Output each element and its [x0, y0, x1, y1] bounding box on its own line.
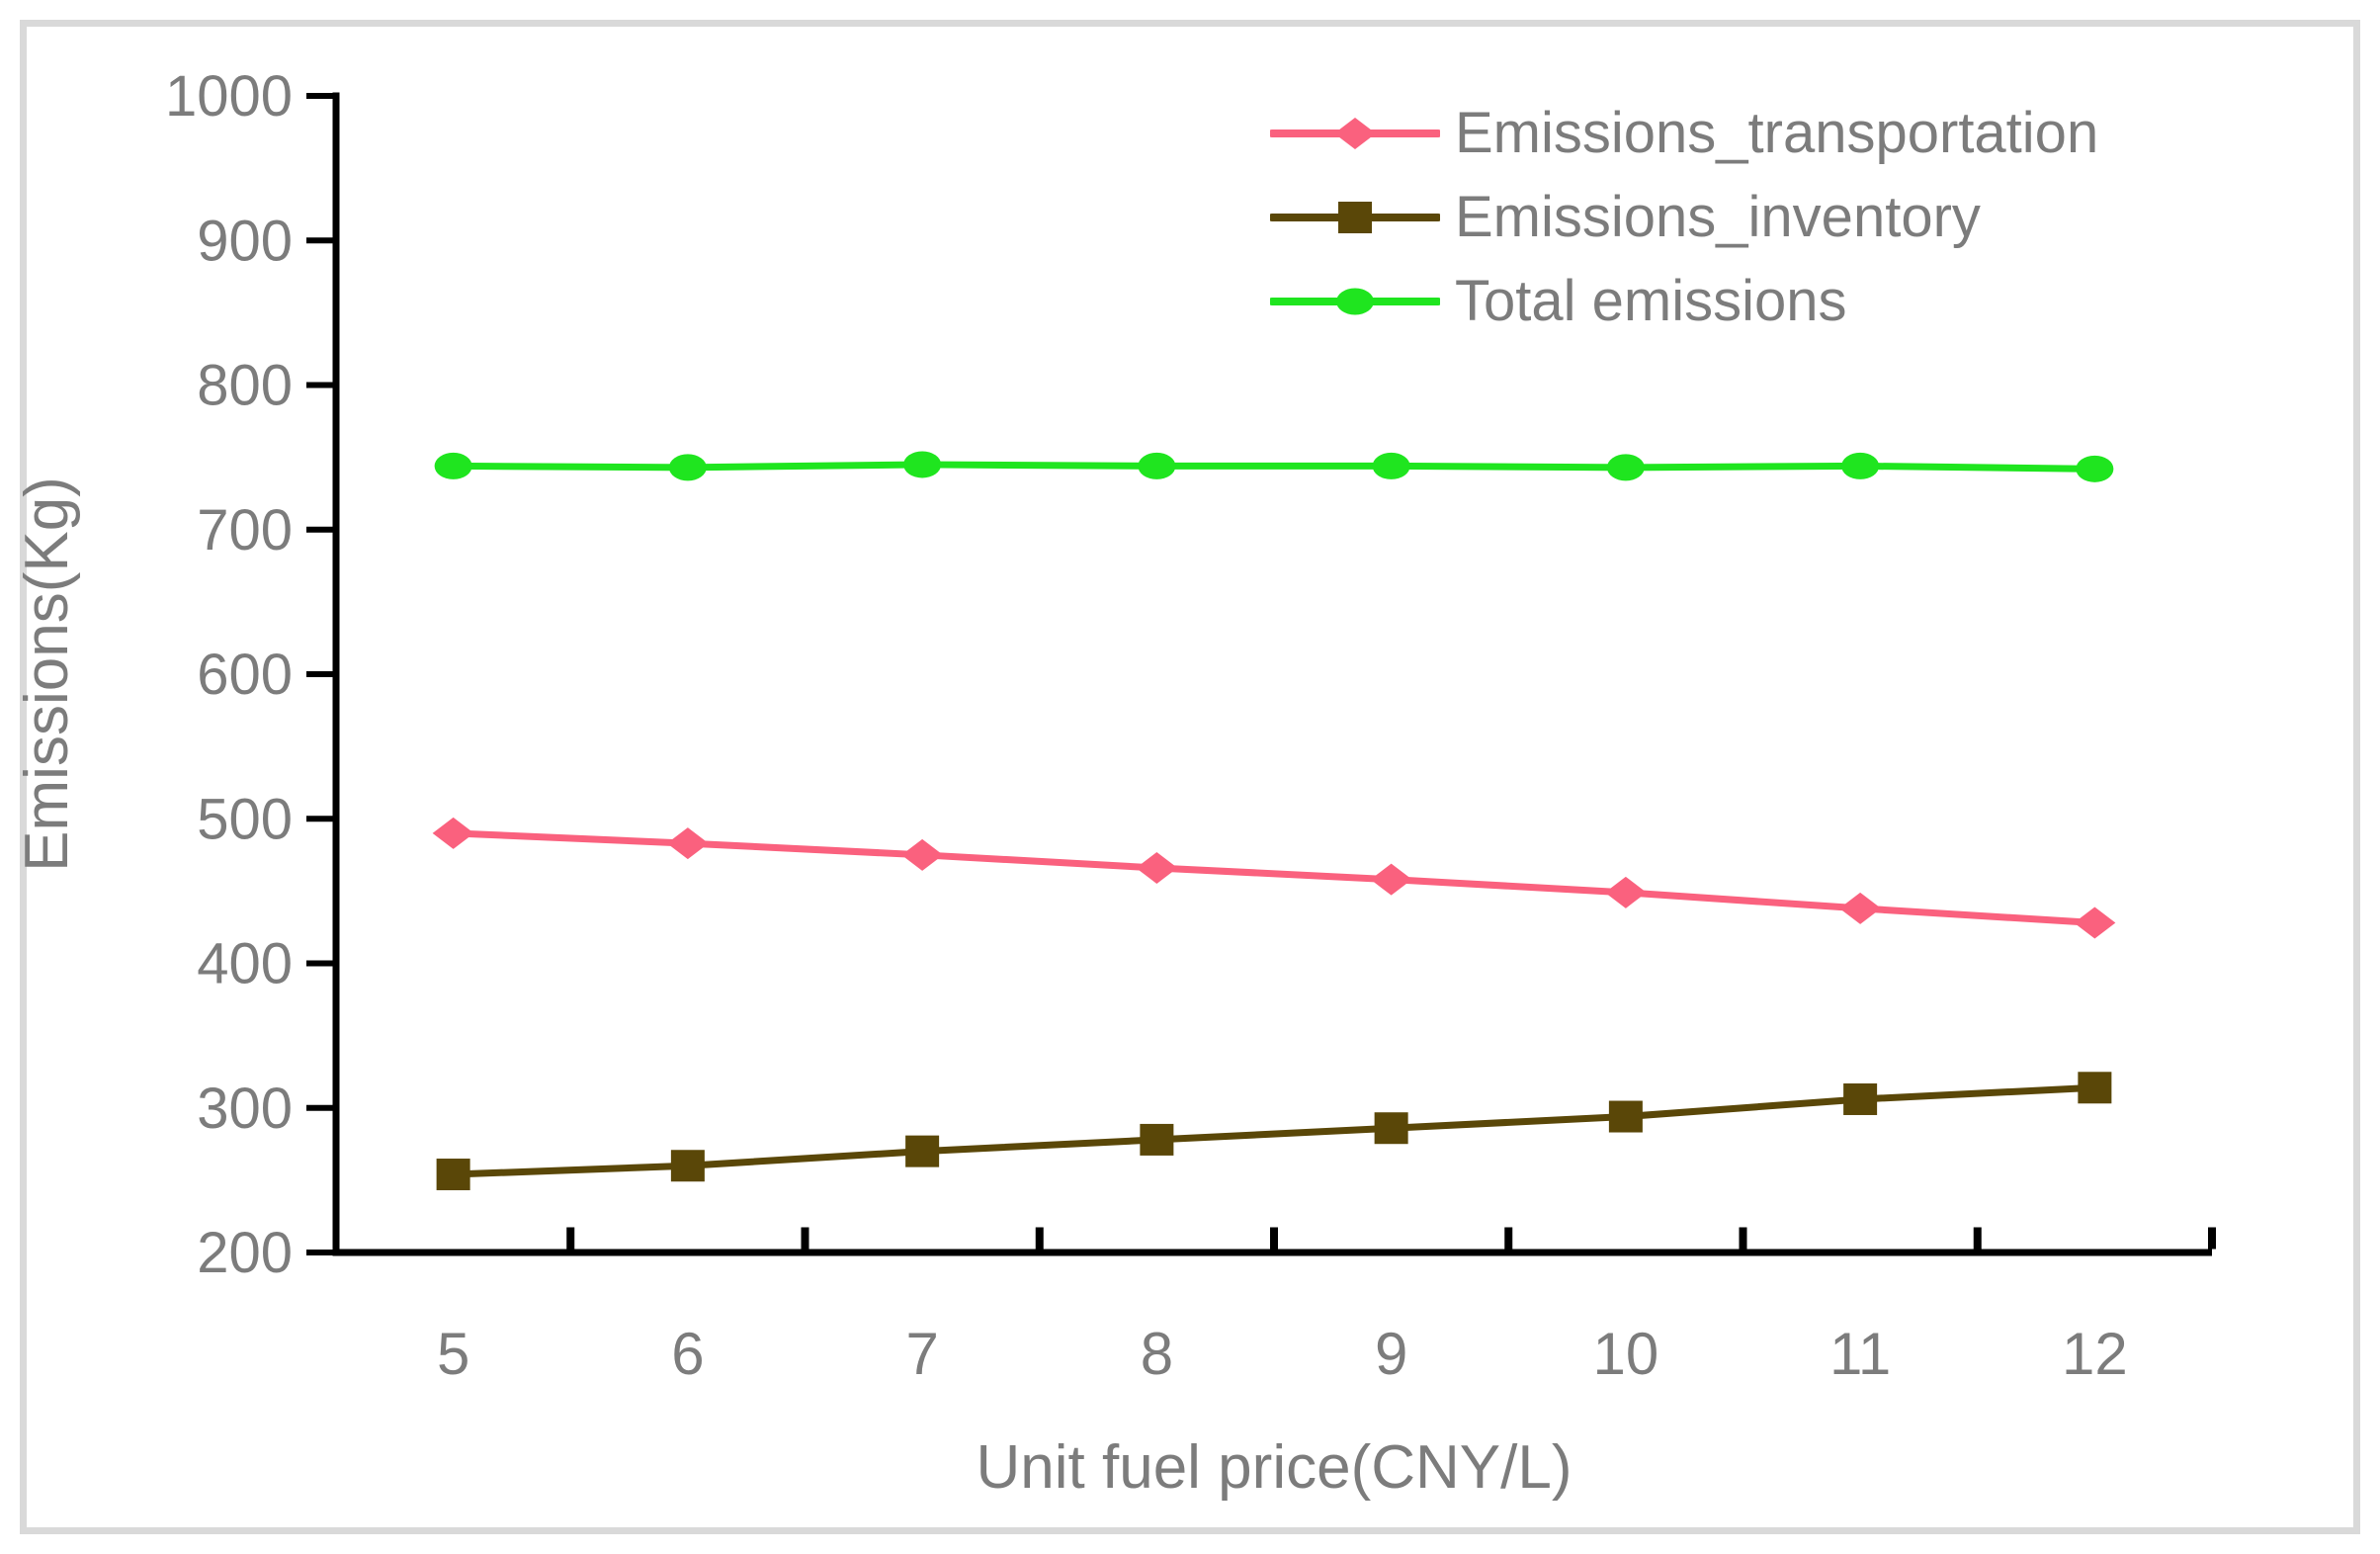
series-Emissions_inventory [436, 1072, 2112, 1191]
y-tick-label: 900 [197, 209, 293, 273]
y-tick-label: 700 [197, 498, 293, 562]
circle-marker-icon [1372, 452, 1410, 479]
square-marker-icon [1843, 1082, 1878, 1115]
series-line [450, 829, 2098, 927]
legend-label-total: Total emissions [1455, 269, 1847, 333]
legend-sample-svg [1268, 288, 1442, 314]
circle-marker-icon [2076, 455, 2114, 482]
legend-item-total: Total emissions [1268, 259, 2098, 343]
y-axis-title: Emissions(Kg) [13, 476, 81, 872]
y-tick-label: 300 [197, 1077, 293, 1141]
legend-label-inventory: Emissions_inventory [1455, 185, 1981, 249]
diamond-marker-icon [666, 827, 709, 860]
y-tick-label: 400 [197, 932, 293, 996]
y-tick-label: 1000 [165, 64, 293, 129]
square-marker-icon [1338, 201, 1372, 233]
series-Emissions_transportation [432, 817, 2116, 939]
square-marker-icon [436, 1159, 470, 1191]
legend-label-transportation: Emissions_transportation [1455, 101, 2099, 165]
circle-marker-icon [1841, 452, 1880, 479]
y-tick-label: 600 [197, 643, 293, 707]
legend-line-circle-icon [1268, 272, 1442, 331]
diamond-marker-icon [2074, 906, 2116, 939]
square-marker-icon [2078, 1072, 2112, 1104]
circle-marker-icon [1336, 288, 1374, 314]
series-Total emissions [434, 451, 2114, 482]
y-tick-label: 500 [197, 787, 293, 851]
diamond-marker-icon [1334, 117, 1376, 149]
x-tick-label: 8 [1141, 1321, 1173, 1387]
x-tick-label: 6 [671, 1321, 704, 1387]
diamond-marker-icon [1136, 851, 1178, 884]
x-tick-label: 10 [1593, 1321, 1659, 1387]
circle-marker-icon [1606, 454, 1645, 481]
y-tick-label: 800 [197, 354, 293, 418]
square-marker-icon [1374, 1112, 1408, 1145]
square-marker-icon [670, 1150, 705, 1182]
legend: Emissions_transportation Emissions_inven… [1268, 91, 2099, 343]
diamond-marker-icon [1370, 863, 1412, 896]
legend-line-diamond-icon [1268, 104, 1442, 163]
x-tick-label: 12 [2062, 1321, 2128, 1387]
legend-line-square-icon [1268, 188, 1442, 247]
square-marker-icon [905, 1135, 940, 1167]
diamond-marker-icon [432, 817, 474, 849]
legend-sample-svg [1268, 117, 1442, 149]
y-tick-label: 200 [197, 1221, 293, 1285]
diamond-marker-icon [1604, 876, 1647, 908]
circle-marker-icon [668, 454, 707, 481]
x-tick-label: 11 [1829, 1321, 1891, 1387]
legend-item-inventory: Emissions_inventory [1268, 175, 2098, 259]
legend-item-transportation: Emissions_transportation [1268, 91, 2099, 175]
diamond-marker-icon [1839, 892, 1882, 924]
x-tick-label: 9 [1375, 1321, 1407, 1387]
circle-marker-icon [1138, 452, 1176, 479]
legend-sample-svg [1268, 201, 1442, 233]
circle-marker-icon [434, 452, 472, 479]
square-marker-icon [1608, 1100, 1643, 1133]
x-axis-ticks: 5 6 7 8 9 10 11 12 [437, 1227, 2216, 1387]
series-line [450, 1083, 2098, 1178]
y-axis-ticks: 200 300 400 500 600 700 800 900 1000 [165, 64, 333, 1285]
series-line [450, 461, 2098, 473]
x-tick-label: 5 [437, 1321, 469, 1387]
x-tick-label: 7 [905, 1321, 938, 1387]
circle-marker-icon [903, 451, 942, 478]
diamond-marker-icon [901, 838, 944, 871]
square-marker-icon [1140, 1123, 1174, 1156]
axes [332, 92, 2212, 1256]
x-axis-title: Unit fuel price(CNY/L) [977, 1433, 1572, 1502]
